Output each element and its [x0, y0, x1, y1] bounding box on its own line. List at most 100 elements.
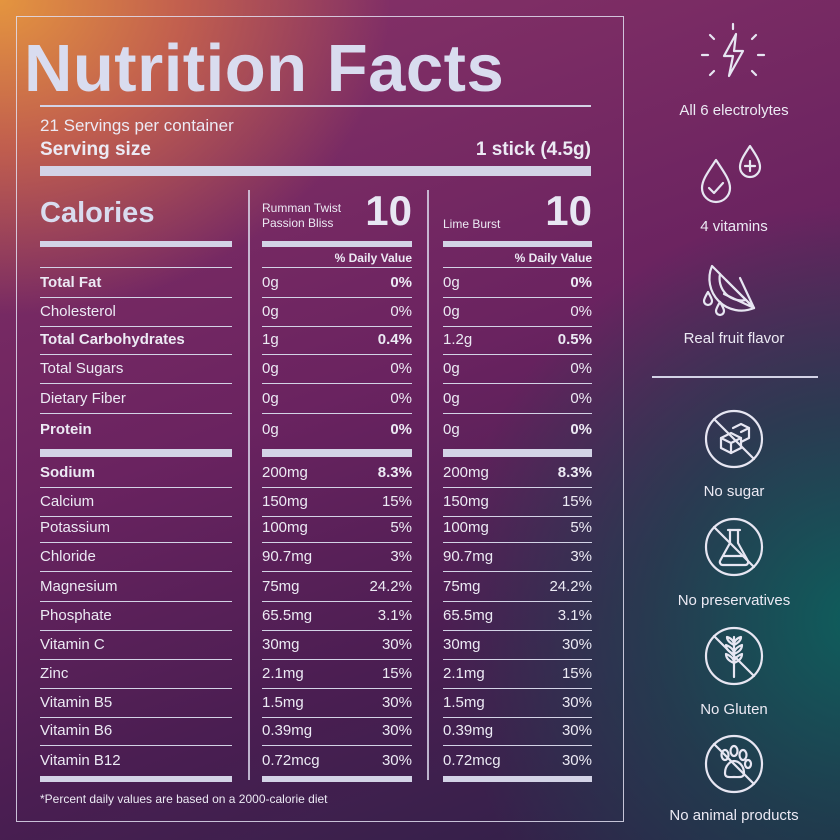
- no-animal-icon: [703, 733, 765, 795]
- feature-label: Real fruit flavor: [683, 330, 785, 347]
- amount-flavor1: 0g: [262, 390, 279, 407]
- feature-label: 4 vitamins: [700, 218, 768, 235]
- column-divider: [427, 190, 429, 780]
- daily-value-flavor2: 8.3%: [557, 464, 592, 481]
- amount-flavor1: 0g: [262, 360, 279, 377]
- nutrient-name: Vitamin B5: [40, 694, 113, 711]
- row-divider: [262, 326, 412, 327]
- no-gluten-icon: [703, 625, 765, 687]
- nutrient-name: Calcium: [40, 493, 95, 510]
- row-divider: [262, 659, 412, 660]
- feature-divider: [652, 376, 818, 378]
- daily-value-flavor2: 24.2%: [549, 578, 592, 595]
- daily-value-header: % Daily Value: [514, 251, 592, 265]
- row-divider: [40, 745, 232, 746]
- row-divider: [443, 630, 592, 631]
- amount-flavor1: 30mg: [262, 636, 300, 653]
- daily-value-flavor2: 0%: [570, 390, 592, 407]
- row-divider: [443, 516, 592, 517]
- row-divider: [40, 326, 232, 327]
- amount-flavor1: 1g: [262, 331, 279, 348]
- column-divider: [248, 190, 250, 780]
- thick-divider: [40, 166, 591, 176]
- no-preservatives-icon: [703, 516, 765, 578]
- nutrient-name: Vitamin B12: [40, 752, 121, 769]
- amount-flavor2: 2.1mg: [443, 665, 485, 682]
- daily-value-flavor1: 8.3%: [377, 464, 412, 481]
- amount-flavor1: 1.5mg: [262, 694, 304, 711]
- amount-flavor1: 90.7mg: [262, 548, 313, 565]
- amount-flavor1: 2.1mg: [262, 665, 304, 682]
- nutrient-name: Vitamin C: [40, 636, 105, 653]
- footnote: *Percent daily values are based on a 200…: [40, 792, 328, 806]
- daily-value-flavor2: 0.5%: [557, 331, 592, 348]
- row-divider: [40, 571, 232, 572]
- bottom-divider: [262, 776, 412, 782]
- nutrient-name: Dietary Fiber: [40, 390, 126, 407]
- amount-flavor2: 0g: [443, 390, 460, 407]
- daily-value-flavor1: 5%: [390, 519, 412, 536]
- daily-value-flavor2: 0%: [570, 274, 592, 291]
- daily-value-flavor2: 30%: [561, 636, 592, 653]
- daily-value-flavor2: 15%: [561, 665, 592, 682]
- row-divider: [443, 601, 592, 602]
- row-divider: [262, 745, 412, 746]
- daily-value-flavor2: 3.1%: [557, 607, 592, 624]
- row-divider: [40, 267, 232, 268]
- section-divider: [443, 449, 592, 457]
- row-divider: [40, 542, 232, 543]
- row-divider: [262, 383, 412, 384]
- daily-value-flavor1: 3.1%: [377, 607, 412, 624]
- row-divider: [262, 630, 412, 631]
- amount-flavor2: 90.7mg: [443, 548, 494, 565]
- amount-flavor1: 150mg: [262, 493, 308, 510]
- flavor1-name-line1: Rumman Twist: [262, 201, 342, 215]
- amount-flavor2: 150mg: [443, 493, 489, 510]
- amount-flavor2: 0.72mcg: [443, 752, 501, 769]
- amount-flavor2: 100mg: [443, 519, 489, 536]
- row-divider: [443, 267, 592, 268]
- row-divider: [40, 383, 232, 384]
- row-divider: [40, 354, 232, 355]
- nutrient-name: Total Fat: [40, 274, 102, 291]
- amount-flavor1: 75mg: [262, 578, 300, 595]
- nutrient-name: Protein: [40, 421, 92, 438]
- row-divider: [262, 542, 412, 543]
- row-divider: [443, 717, 592, 718]
- nutrient-name: Total Carbohydrates: [40, 331, 185, 348]
- divider: [40, 105, 591, 107]
- bottom-divider: [443, 776, 592, 782]
- feature-label: No animal products: [669, 807, 799, 824]
- row-divider: [443, 745, 592, 746]
- row-divider: [443, 542, 592, 543]
- nutrient-name: Zinc: [40, 665, 69, 682]
- daily-value-flavor1: 15%: [381, 665, 412, 682]
- calories-label: Calories: [40, 197, 155, 229]
- row-divider: [443, 487, 592, 488]
- row-divider: [262, 516, 412, 517]
- row-divider: [443, 571, 592, 572]
- row-divider: [40, 688, 232, 689]
- serving-size-label: Serving size: [40, 139, 151, 160]
- calories-divider: [443, 241, 592, 247]
- daily-value-flavor1: 24.2%: [369, 578, 412, 595]
- daily-value-flavor1: 0%: [390, 360, 412, 377]
- daily-value-flavor1: 15%: [381, 493, 412, 510]
- amount-flavor1: 200mg: [262, 464, 308, 481]
- amount-flavor2: 30mg: [443, 636, 481, 653]
- row-divider: [262, 487, 412, 488]
- amount-flavor2: 0g: [443, 421, 460, 438]
- lightning-icon: [700, 22, 766, 88]
- flavor1-name-line2: Passion Bliss: [262, 216, 334, 230]
- daily-value-flavor1: 30%: [381, 752, 412, 769]
- nutrient-name: Vitamin B6: [40, 722, 113, 739]
- nutrition-panel: [16, 16, 624, 822]
- amount-flavor2: 0g: [443, 360, 460, 377]
- amount-flavor2: 1.5mg: [443, 694, 485, 711]
- row-divider: [262, 601, 412, 602]
- amount-flavor2: 75mg: [443, 578, 481, 595]
- row-divider: [443, 688, 592, 689]
- daily-value-header: % Daily Value: [334, 251, 412, 265]
- amount-flavor2: 65.5mg: [443, 607, 494, 624]
- row-divider: [443, 326, 592, 327]
